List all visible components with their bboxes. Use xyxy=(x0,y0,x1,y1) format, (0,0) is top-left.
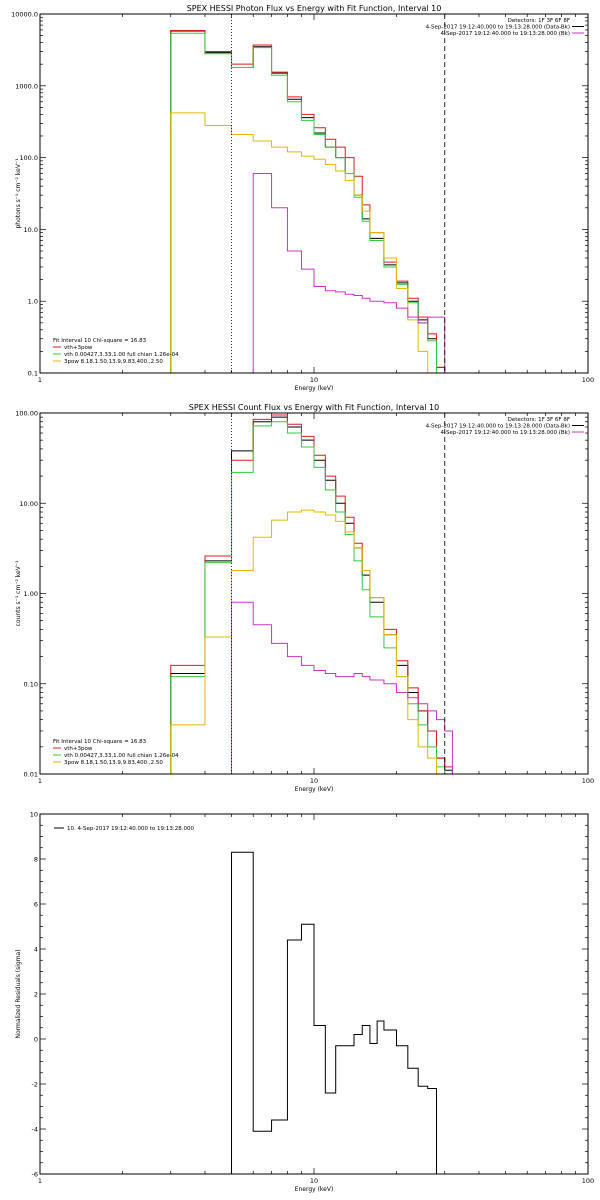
plot-frame xyxy=(39,813,589,1175)
y-tick-label: 0 xyxy=(34,1036,38,1044)
x-axis-label: Energy (keV) xyxy=(295,786,334,793)
y-tick-label: 2 xyxy=(34,991,38,999)
x-tick-label: 100 xyxy=(582,376,594,384)
legend-label: vth+3pow xyxy=(64,345,93,351)
y-tick-label: 8 xyxy=(34,856,38,864)
x-axis-ticks xyxy=(39,413,576,774)
series-line xyxy=(170,32,445,373)
y-tick-label: -6 xyxy=(32,1171,38,1179)
info-line: 4-Sep-2017 19:12:40.000 to 19:13:28.000 … xyxy=(426,424,570,430)
legend-label: 3pow 8.18,1.50,13.9,9.83,400.,2.50 xyxy=(64,760,163,766)
series-line xyxy=(231,173,446,373)
y-tick-label: 4 xyxy=(34,946,38,954)
y-tick-label: 0.01 xyxy=(24,771,38,779)
x-axis-ticks xyxy=(39,14,576,373)
fit-summary: Fit Interval 10 Chi-square = 16.83 xyxy=(53,338,147,344)
y-tick-label: 10 xyxy=(30,811,38,819)
series-line xyxy=(170,29,446,373)
y-tick-label: 10000.0 xyxy=(11,11,38,19)
y-axis-ticks xyxy=(40,16,588,374)
series-line xyxy=(170,112,445,373)
y-axis-label: photons s⁻¹ cm⁻² keV⁻¹ xyxy=(15,158,22,229)
x-tick-label: 1 xyxy=(38,777,42,785)
series-line xyxy=(170,416,453,774)
x-tick-label: 1 xyxy=(38,376,42,384)
legend-label: vth+3pow xyxy=(64,746,93,752)
info-line: Detectors: 1F 3F 6F 8F xyxy=(508,417,570,423)
x-tick-label: 10 xyxy=(310,1177,318,1185)
series-line xyxy=(170,509,453,774)
info-line: 4-Sep-2017 19:12:40.000 to 19:13:28.000 … xyxy=(441,31,571,37)
chart-panel-1: SPEX HESSI Photon Flux vs Energy with Fi… xyxy=(11,4,594,392)
y-tick-label: 100.0 xyxy=(19,154,38,162)
series-line xyxy=(170,421,453,774)
x-axis-label: Energy (keV) xyxy=(295,385,334,392)
series-line xyxy=(170,414,453,774)
info-line: 4-Sep-2017 19:12:40.000 to 19:13:28.000 … xyxy=(426,25,570,31)
y-tick-label: -4 xyxy=(32,1126,38,1134)
legend-label: 3pow 8.18,1.50,13.9,9.83,400.,2.50 xyxy=(64,359,163,365)
y-tick-label: 1000.0 xyxy=(15,82,38,90)
x-tick-label: 10 xyxy=(310,376,318,384)
x-axis-ticks xyxy=(39,814,576,1174)
legend-label: 10. 4-Sep-2017 19:12:40.000 to 19:13:28.… xyxy=(67,826,194,832)
y-tick-label: 1.0 xyxy=(28,298,38,306)
y-tick-label: 10.00 xyxy=(19,500,38,508)
plot-frame xyxy=(39,412,589,775)
data-series xyxy=(231,851,438,1174)
fit-summary: Fit Interval 10 Chi-square = 16.83 xyxy=(53,739,147,745)
plot-frame xyxy=(39,13,589,374)
y-axis-label: Normalized Residuals (sigma) xyxy=(15,949,22,1038)
y-axis-label: counts s⁻¹ cm⁻² keV⁻¹ xyxy=(15,560,22,626)
series-line xyxy=(231,601,453,774)
y-tick-label: 0.1 xyxy=(28,370,38,378)
y-axis-ticks xyxy=(40,416,588,775)
legend-label: vth 0.00427,3.33,1.00 full chian 1.26e-0… xyxy=(64,753,179,759)
series-line xyxy=(170,30,446,373)
y-tick-label: -2 xyxy=(32,1081,38,1089)
x-tick-label: 10 xyxy=(310,777,318,785)
x-axis-label: Energy (keV) xyxy=(295,1186,334,1193)
y-tick-label: 0.10 xyxy=(24,680,38,688)
data-series xyxy=(170,29,446,373)
chart-title: SPEX HESSI Count Flux vs Energy with Fit… xyxy=(189,403,440,412)
chart-panel-2: SPEX HESSI Count Flux vs Energy with Fit… xyxy=(15,403,594,793)
series-line xyxy=(231,851,438,1174)
y-tick-label: 1.00 xyxy=(24,590,38,598)
x-tick-label: 1 xyxy=(38,1177,42,1185)
legend-label: vth 0.00427,3.33,1.00 full chian 1.26e-0… xyxy=(64,352,179,358)
info-line: Detectors: 1F 3F 6F 8F xyxy=(508,18,570,24)
y-tick-label: 10.0 xyxy=(24,226,38,234)
data-series xyxy=(170,414,453,774)
chart-title: SPEX HESSI Photon Flux vs Energy with Fi… xyxy=(187,4,442,13)
info-line: 4-Sep-2017 19:12:40.000 to 19:13:28.000 … xyxy=(441,430,571,436)
x-tick-label: 100 xyxy=(582,777,594,785)
y-tick-label: 100.00 xyxy=(15,410,38,418)
y-tick-label: 6 xyxy=(34,901,38,909)
x-tick-label: 100 xyxy=(582,1177,594,1185)
